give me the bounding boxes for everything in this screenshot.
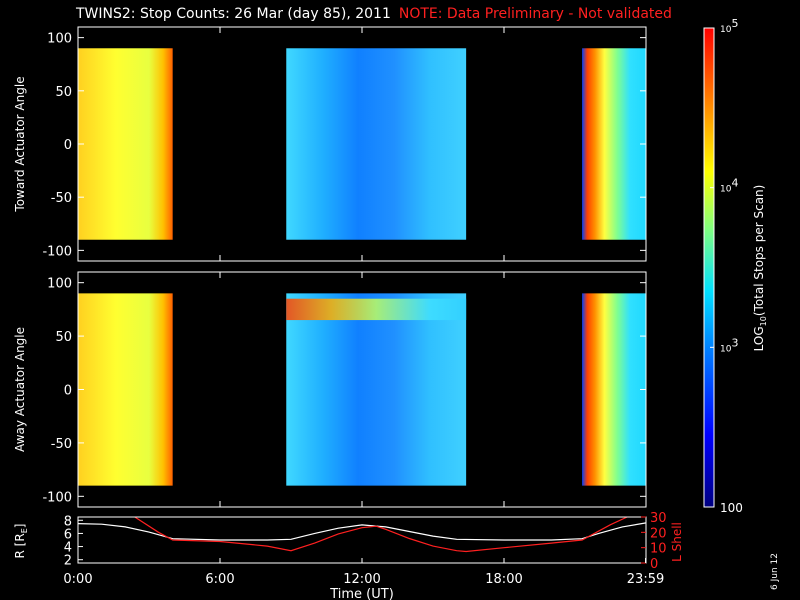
preliminary-note: NOTE: Data Preliminary - Not validated [398, 6, 672, 22]
heatmap-block-1 [78, 48, 173, 240]
y-tick-label: -100 [42, 490, 72, 505]
heatmap-block-3 [582, 48, 646, 240]
y-tick-label: -50 [51, 437, 72, 452]
l-shell-axis-label: L Shell [670, 522, 684, 562]
r-axis-label: R [RE] [13, 524, 29, 559]
colorbar-label: LOG10(Total Stops per Scan) [752, 185, 768, 352]
y-tick-label: 6 [64, 527, 72, 542]
y-tick-label: 0 [64, 384, 72, 399]
colorbar-tick-label: 104 [720, 177, 738, 195]
y-tick-label: -100 [42, 244, 72, 259]
colorbar-tick-label: 105 [720, 17, 738, 35]
heatmap-block-2 [286, 48, 467, 240]
y2-tick-label: 10 [650, 542, 667, 557]
high-count-band [286, 298, 467, 321]
y-axis-label: Away Actuator Angle [13, 327, 27, 452]
chart-title: TWINS2: Stop Counts: 26 Mar (day 85), 20… [76, 6, 672, 22]
x-tick-label: 23:59 [627, 572, 664, 587]
y-tick-label: 100 [47, 277, 72, 292]
y-tick-label: 2 [64, 554, 72, 569]
x-axis-label: Time (UT) [329, 587, 394, 600]
r-distance-line [77, 522, 647, 541]
y2-tick-label: 20 [650, 526, 667, 541]
title-text: TWINS2: Stop Counts: 26 Mar (day 85), 20… [76, 6, 391, 22]
y-tick-label: 50 [55, 85, 72, 100]
x-tick-label: 0:00 [63, 572, 92, 587]
y-tick-label: 50 [55, 330, 72, 345]
y-tick-label: 100 [47, 32, 72, 47]
colorbar-tick-label: 100 [720, 501, 743, 515]
y2-tick-label: 30 [650, 511, 667, 526]
y-tick-label: 4 [64, 541, 72, 556]
l-shell-line [134, 516, 628, 553]
y2-tick-label: 0 [650, 557, 658, 572]
colorbar: 105 104 103 100 LOG10(Total Stops per Scan) [703, 17, 768, 515]
y-tick-label: 8 [64, 514, 72, 529]
heatmap-block-3 [582, 293, 646, 486]
y-tick-label: -50 [51, 191, 72, 206]
colorbar-tick-label: 103 [720, 336, 738, 354]
heatmap-panel-2: 100 50 0 -50 -100 Away Actuator Angle [13, 271, 647, 508]
colorbar-gradient [703, 27, 715, 508]
heatmap-block-2 [286, 293, 467, 486]
x-tick-label: 18:00 [485, 572, 522, 587]
heatmap-panel-1: 100 50 0 -50 -100 Toward Actuator Angle [13, 26, 647, 262]
x-tick-label: 6:00 [205, 572, 234, 587]
y-axis-label: Toward Actuator Angle [13, 76, 27, 212]
x-tick-label: 12:00 [343, 572, 380, 587]
y-tick-label: 0 [64, 138, 72, 153]
heatmap-block-1 [78, 293, 173, 486]
